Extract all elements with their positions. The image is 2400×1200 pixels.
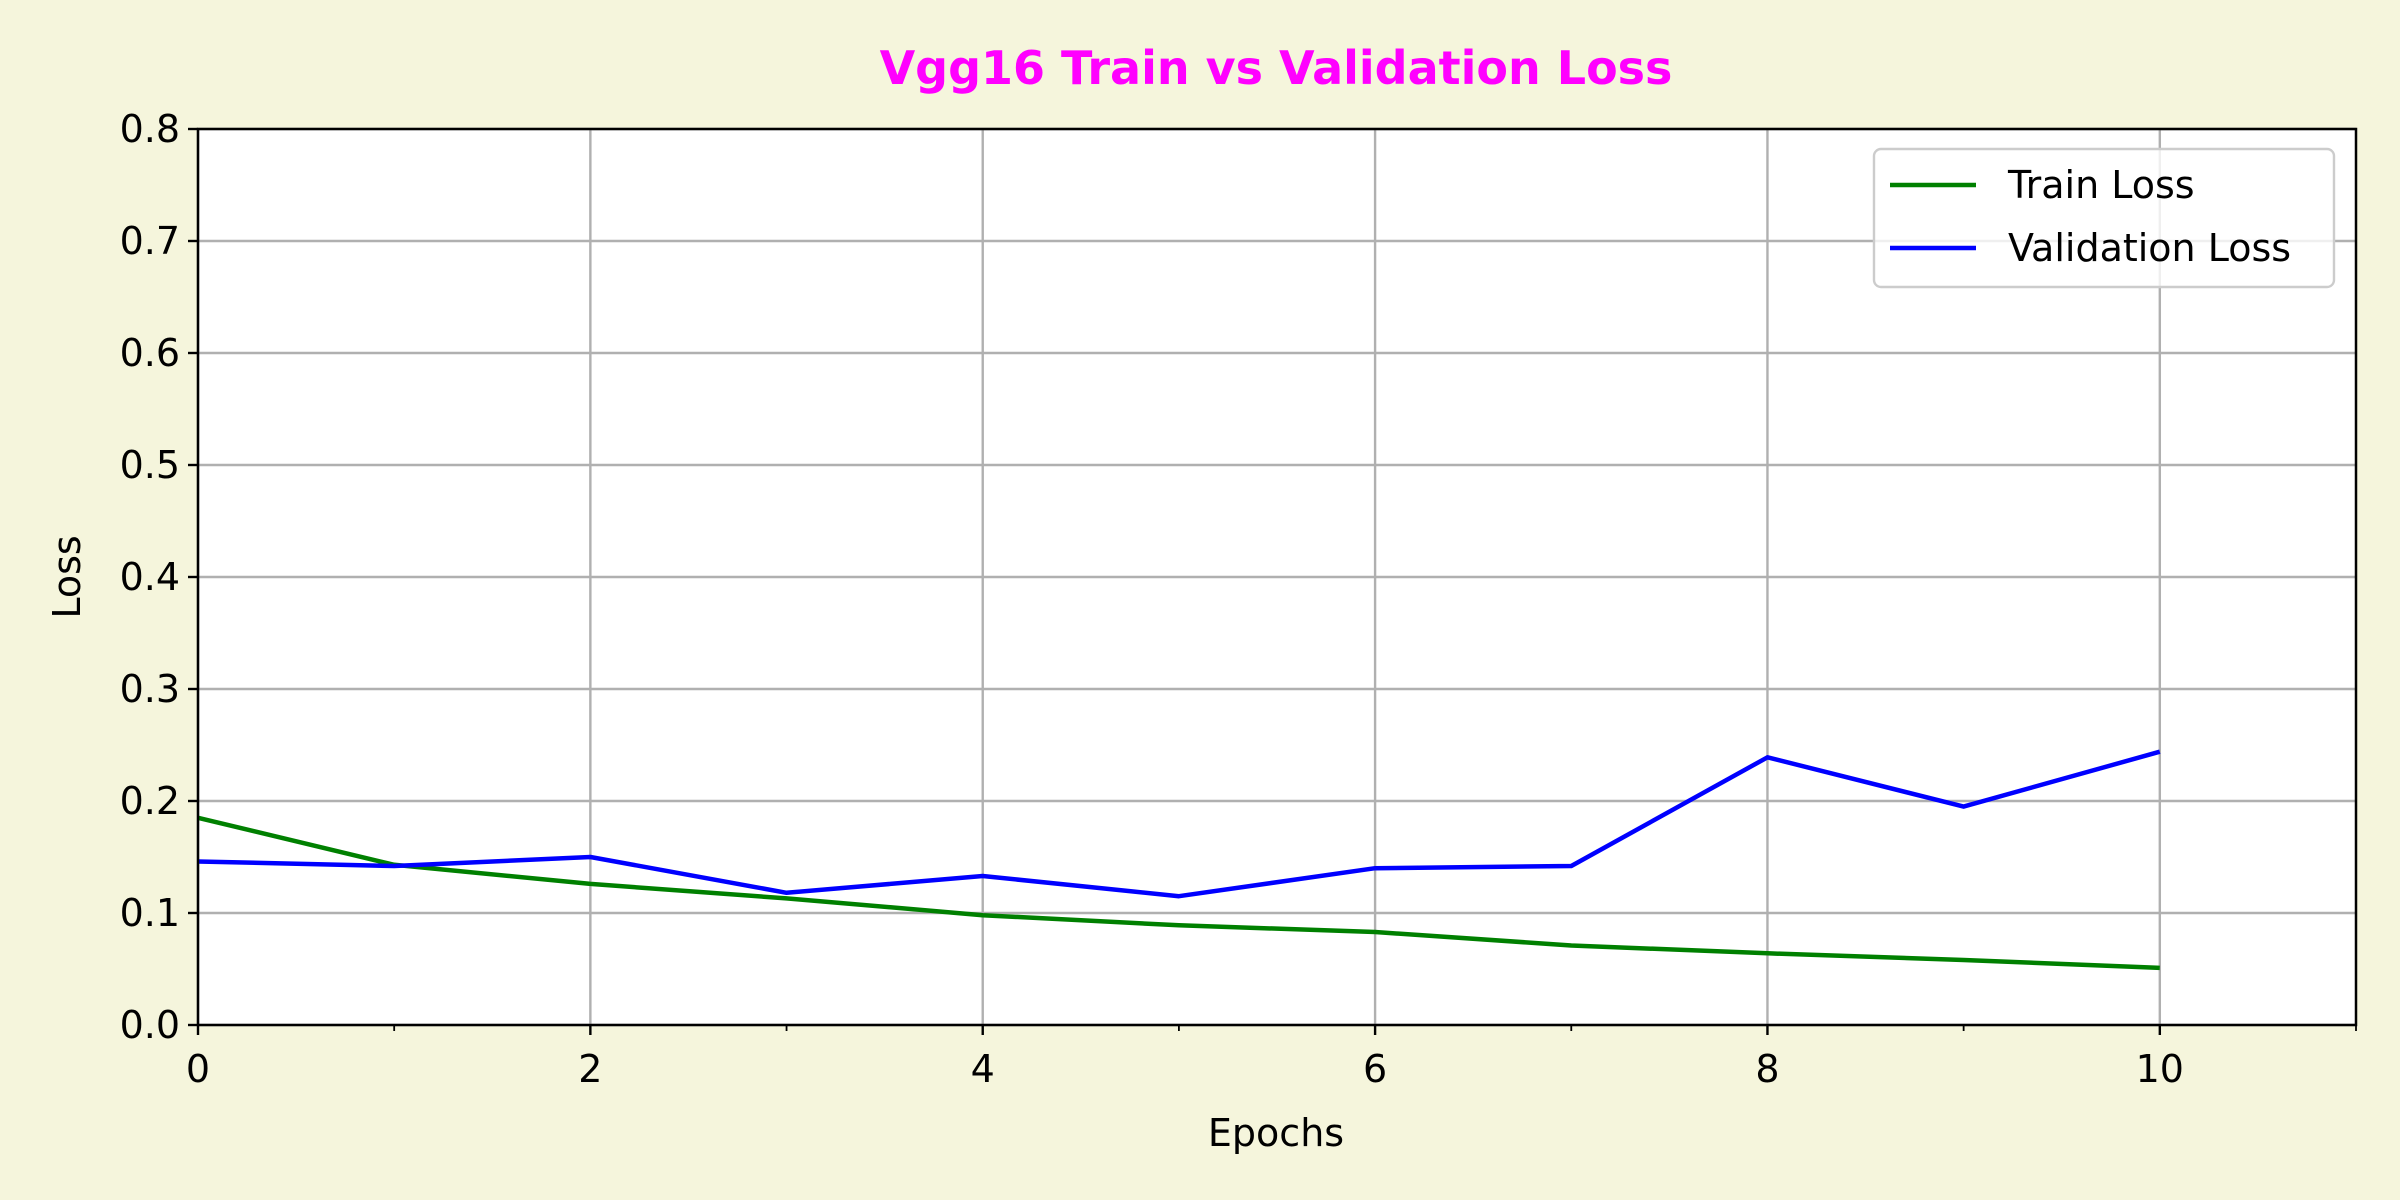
y-tick-label: 0.0 [120,1003,180,1047]
axis-ticks: 0 2 4 6 8 10 0.0 0.1 0.2 0.3 0.4 0.5 0.6 0.7 0.8 [120,107,2357,1091]
series-line-2 [197,749,2161,899]
legend-box [1872,147,2336,289]
x-tick-label: 2 [578,1047,602,1091]
legend-entry: Train Loss [2007,163,2195,207]
y-tick-label: 0.8 [120,107,180,151]
y-tick-label: 0.6 [120,331,180,375]
x-tick-label: 0 [186,1047,210,1091]
series-line-1 [197,815,2160,971]
series-lines [197,749,2161,971]
x-tick-label: 10 [2136,1047,2184,1091]
y-axis-label: Loss [45,535,89,618]
y-tick-label: 0.1 [120,891,180,935]
legend-entry: Validation Loss [2008,226,2291,270]
legend: Train Loss Validation Loss [1872,147,2336,289]
y-tick-label: 0.2 [120,779,180,823]
x-axis-label: Epochs [1208,1111,1344,1155]
y-tick-label: 0.5 [120,443,180,487]
y-tick-label: 0.3 [120,667,180,711]
x-tick-label: 6 [1363,1047,1387,1091]
chart-title: Vgg16 Train vs Validation Loss [880,41,1673,95]
x-tick-label: 8 [1755,1047,1779,1091]
y-tick-label: 0.4 [120,555,180,599]
y-tick-label: 0.7 [120,219,180,263]
x-tick-label: 4 [971,1047,995,1091]
